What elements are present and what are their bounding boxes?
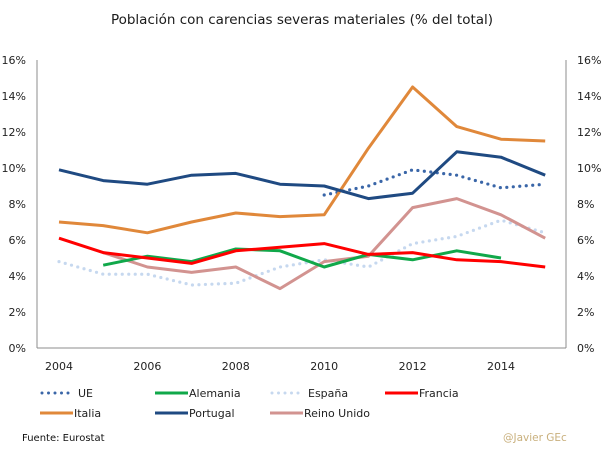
legend-item-italia: Italia: [40, 407, 101, 420]
author-credit: @Javier GEc: [503, 432, 567, 444]
y-tick-label-left: 14%: [2, 90, 26, 103]
chart-title: Población con carencias severas material…: [111, 12, 493, 28]
x-tick-label: 2012: [399, 360, 427, 373]
series-line-francia: [58, 236, 546, 269]
y-tick-label-left: 4%: [9, 270, 26, 283]
legend-item-reino-unido: Reino Unido: [270, 407, 370, 420]
legend-label: UE: [78, 387, 93, 400]
x-tick-label: 2004: [45, 360, 73, 373]
y-tick-label-right: 12%: [577, 126, 601, 139]
legend-label: Alemania: [189, 387, 241, 400]
legend-item-alemania: Alemania: [155, 387, 241, 400]
series-line-portugal: [58, 150, 546, 201]
y-tick-label-left: 0%: [9, 342, 26, 355]
legend-item-portugal: Portugal: [155, 407, 235, 420]
y-tick-label-right: 0%: [577, 342, 594, 355]
y-tick-label-left: 2%: [9, 306, 26, 319]
legend-item-francia: Francia: [385, 387, 459, 400]
series-layer: [57, 85, 547, 291]
y-tick-label-right: 8%: [577, 198, 594, 211]
legend-label: España: [308, 387, 348, 400]
y-tick-label-left: 8%: [9, 198, 26, 211]
y-tick-label-right: 4%: [577, 270, 594, 283]
y-tick-label-left: 10%: [2, 162, 26, 175]
y-tick-label-right: 16%: [577, 54, 601, 67]
y-tick-label-right: 6%: [577, 234, 594, 247]
legend-label: Francia: [419, 387, 459, 400]
x-tick-label: 2014: [487, 360, 515, 373]
legend-item-ue: UE: [40, 387, 93, 400]
y-tick-label-right: 14%: [577, 90, 601, 103]
y-tick-label-left: 12%: [2, 126, 26, 139]
axes: 0% 0% 2% 2% 4% 4% 6% 6% 8% 8% 10% 10% 12% 12% 14% 14% 16…: [2, 54, 602, 373]
y-tick-label-left: 16%: [2, 54, 26, 67]
x-tick-label: 2010: [310, 360, 338, 373]
series-line-reino-unido: [102, 197, 546, 291]
legend-label: Portugal: [189, 407, 235, 420]
y-tick-label-right: 10%: [577, 162, 601, 175]
legend-item-espana: España: [270, 387, 348, 400]
series-line-ue: [322, 168, 547, 197]
y-tick-label-left: 6%: [9, 234, 26, 247]
y-tick-label-right: 2%: [577, 306, 594, 319]
x-tick-label: 2008: [222, 360, 250, 373]
legend-label: Italia: [74, 407, 101, 420]
series-line-italia: [58, 85, 546, 235]
source-note: Fuente: Eurostat: [22, 433, 105, 444]
legend-label: Reino Unido: [304, 407, 370, 420]
x-tick-label: 2006: [133, 360, 161, 373]
legend: UE Alemania España Francia Italia Portugal Rei…: [40, 387, 459, 420]
